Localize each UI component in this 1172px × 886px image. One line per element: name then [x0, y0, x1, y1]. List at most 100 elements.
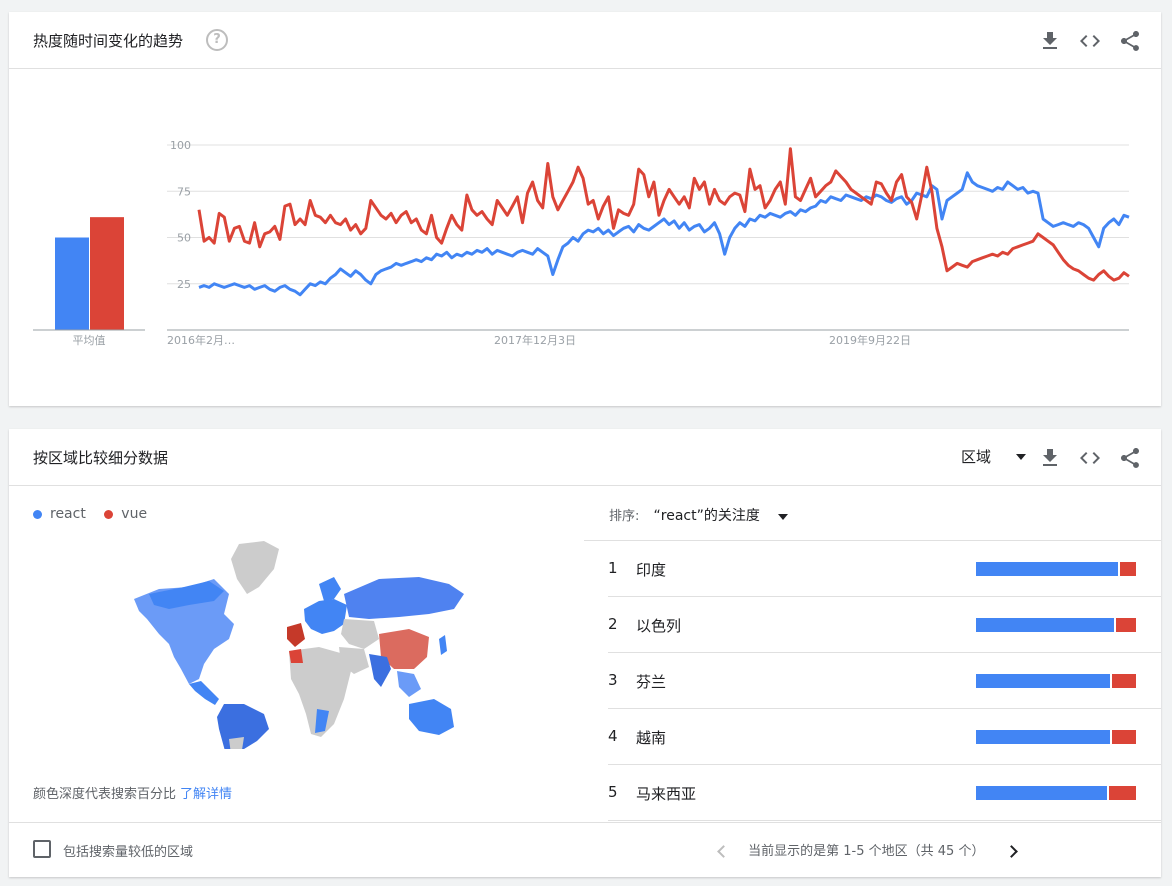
- region-name[interactable]: 马来西亚: [636, 785, 697, 803]
- region-select-dropdown[interactable]: 区域: [961, 446, 1026, 470]
- region-name[interactable]: 越南: [636, 729, 667, 747]
- chart-series: [197, 147, 1130, 297]
- region-share-vue: [1112, 730, 1136, 744]
- code-icon[interactable]: [1078, 446, 1102, 470]
- map-region-central-america[interactable]: [189, 681, 219, 705]
- trend-card: 热度随时间变化的趋势 ? 平均值 100 75 50 25 2016年2月… 2017年…: [9, 12, 1161, 406]
- map-region-central-asia[interactable]: [341, 619, 379, 649]
- chart-gridlines: [167, 144, 1129, 331]
- y-tick-label: 25: [177, 278, 191, 291]
- region-row[interactable]: 4 越南: [608, 709, 1161, 765]
- include-low-volume-checkbox[interactable]: [33, 840, 51, 858]
- region-share-vue: [1112, 674, 1136, 688]
- legend-label: react: [50, 506, 86, 522]
- region-share-react: [976, 730, 1111, 744]
- region-row[interactable]: 3 芬兰: [608, 653, 1161, 709]
- region-card-title: 按区域比较细分数据: [33, 449, 169, 467]
- code-icon[interactable]: [1078, 29, 1102, 53]
- chevron-left-icon[interactable]: [717, 845, 730, 858]
- y-tick-label: 50: [177, 232, 191, 245]
- caret-down-icon[interactable]: [778, 513, 789, 520]
- y-tick-labels: 100 75 50 25: [170, 139, 191, 291]
- map-region-south-america[interactable]: [217, 704, 269, 749]
- map-region-europe[interactable]: [304, 599, 347, 634]
- map-region-greenland[interactable]: [231, 541, 279, 594]
- map-region-south-africa[interactable]: [315, 709, 329, 733]
- average-bar-react: [55, 237, 89, 330]
- y-tick-label: 75: [177, 185, 191, 198]
- series-line-vue[interactable]: [197, 147, 1130, 282]
- map-region-canada[interactable]: [149, 581, 224, 609]
- x-tick-label: 2017年12月3日: [494, 333, 576, 347]
- region-share-bar: [976, 730, 1136, 744]
- map-region-scandinavia[interactable]: [319, 577, 341, 601]
- region-rank: 1: [608, 559, 618, 577]
- world-map[interactable]: [129, 539, 469, 749]
- map-region-south-america-gray[interactable]: [229, 737, 244, 749]
- learn-more-link[interactable]: 了解详情: [180, 787, 233, 802]
- region-share-vue: [1120, 562, 1136, 576]
- region-rank: 5: [608, 783, 618, 801]
- region-card-header: 按区域比较细分数据 区域: [9, 429, 1161, 486]
- region-share-bar: [976, 786, 1136, 800]
- sort-dropdown[interactable]: “react”的关注度: [653, 508, 760, 524]
- map-region-africa[interactable]: [289, 647, 351, 737]
- map-region-china[interactable]: [379, 629, 429, 669]
- map-region-western-europe[interactable]: [287, 623, 305, 647]
- region-share-vue: [1109, 786, 1136, 800]
- map-region-southeast-asia[interactable]: [397, 671, 421, 697]
- region-share-bar: [976, 562, 1136, 576]
- region-select-label: 区域: [961, 448, 992, 466]
- map-region-japan[interactable]: [439, 635, 447, 655]
- trend-chart[interactable]: 平均值 100 75 50 25 2016年2月… 2017年12月3日 2019年9月2…: [9, 69, 1161, 406]
- region-card-footer: 包括搜索量较低的区域 当前显示的是第 1-5 个地区（共 45 个）: [9, 822, 1161, 877]
- region-rank: 2: [608, 615, 618, 633]
- region-row[interactable]: 1 印度: [608, 541, 1161, 597]
- region-share-react: [976, 786, 1108, 800]
- region-name[interactable]: 印度: [636, 561, 667, 579]
- map-note: 颜色深度代表搜索百分比 了解详情: [33, 783, 232, 802]
- share-icon[interactable]: [1118, 446, 1142, 470]
- region-share-react: [976, 674, 1111, 688]
- average-label: 平均值: [73, 334, 106, 347]
- region-rank: 4: [608, 727, 618, 745]
- region-name[interactable]: 芬兰: [636, 673, 667, 691]
- share-icon[interactable]: [1118, 29, 1142, 53]
- caret-down-icon: [1015, 453, 1026, 460]
- map-region-middle-east[interactable]: [339, 647, 369, 674]
- legend-item-vue[interactable]: vue: [104, 506, 147, 522]
- sort-control: 排序: “react”的关注度: [609, 505, 789, 525]
- map-note-text: 颜色深度代表搜索百分比: [33, 787, 177, 802]
- pagination-text: 当前显示的是第 1-5 个地区（共 45 个）: [748, 844, 985, 859]
- map-legend: react vue: [33, 506, 161, 522]
- legend-item-react[interactable]: react: [33, 506, 86, 522]
- region-share-react: [976, 618, 1114, 632]
- download-icon[interactable]: [1038, 446, 1062, 470]
- average-bars: 平均值: [33, 217, 145, 347]
- legend-label: vue: [121, 506, 148, 522]
- legend-dot-icon: [104, 509, 114, 519]
- series-line-react[interactable]: [198, 171, 1130, 297]
- sort-label: 排序:: [609, 509, 640, 524]
- region-name[interactable]: 以色列: [636, 617, 682, 635]
- region-rank: 3: [608, 671, 618, 689]
- help-circle-icon[interactable]: ?: [206, 29, 228, 51]
- download-icon[interactable]: [1038, 29, 1062, 53]
- x-tick-label: 2019年9月22日: [829, 333, 911, 347]
- chevron-right-icon[interactable]: [1004, 845, 1018, 858]
- region-share-react: [976, 562, 1119, 576]
- region-row[interactable]: 5 马来西亚: [608, 765, 1161, 821]
- include-low-volume-label[interactable]: 包括搜索量较低的区域: [63, 845, 194, 860]
- trend-card-title: 热度随时间变化的趋势: [33, 32, 184, 50]
- map-region-india[interactable]: [369, 654, 391, 687]
- map-region-australia[interactable]: [409, 699, 454, 735]
- map-region-north-africa[interactable]: [289, 649, 303, 663]
- region-share-bar: [976, 674, 1136, 688]
- pagination: 当前显示的是第 1-5 个地区（共 45 个）: [717, 840, 1018, 859]
- region-share-bar: [976, 618, 1136, 632]
- map-region-russia[interactable]: [344, 577, 464, 619]
- region-card: 按区域比较细分数据 区域 react vue: [9, 429, 1161, 877]
- region-row[interactable]: 2 以色列: [608, 597, 1161, 653]
- x-tick-label: 2016年2月…: [167, 333, 235, 347]
- region-ranking-list: 1 印度 2 以色列 3 芬兰 4 越南 5 马来西亚: [584, 540, 1161, 821]
